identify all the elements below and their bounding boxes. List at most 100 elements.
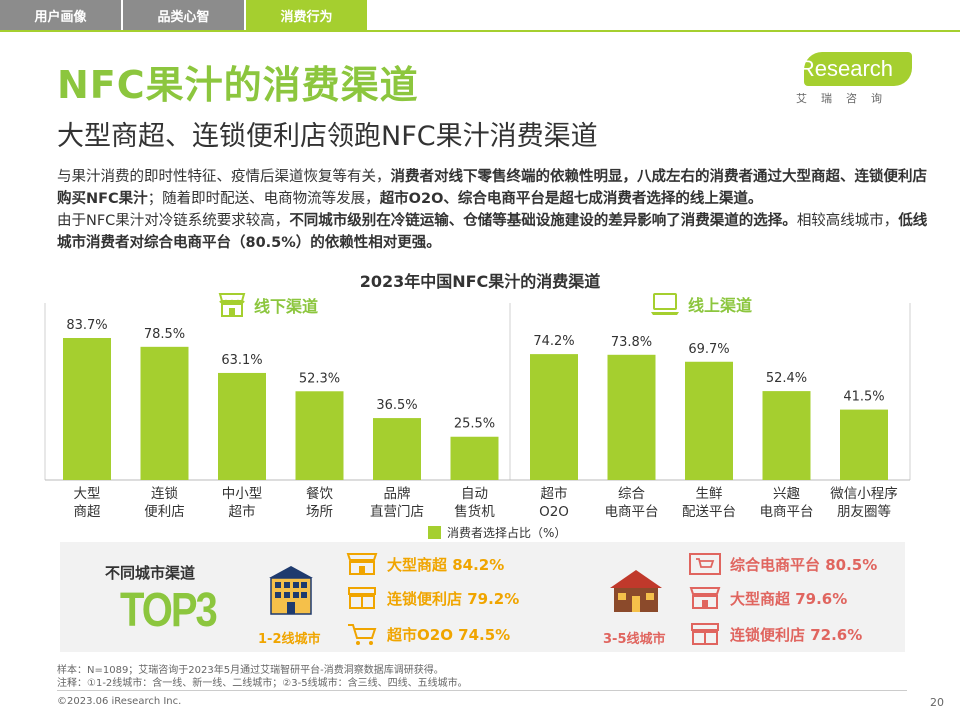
building-icon	[269, 566, 313, 615]
tier1-label: 1-2线城市	[258, 632, 321, 647]
online-label-text: 线上渠道	[688, 296, 753, 315]
tier1-rank-3-text: 超市O2O 74.5%	[387, 625, 511, 644]
bar-10	[840, 409, 888, 480]
value-label-8: 69.7%	[688, 342, 729, 357]
page-number: 20	[930, 696, 944, 709]
legend-label: 消费者选择占比（%）	[447, 526, 567, 540]
tier2-rank-1: 综合电商平台 80.5%	[688, 552, 877, 576]
cart-screen-icon	[689, 553, 721, 575]
house-icon	[610, 570, 662, 612]
legend-swatch	[428, 526, 441, 539]
chart-legend: 消费者选择占比（%）	[428, 524, 566, 541]
nav-tabs: 用户画像 品类心智 消费行为	[0, 0, 369, 30]
footnote-note: 注释：①1-2线城市：含一线、新一线、二线城市；②3-5线城市：含三线、四线、五…	[57, 678, 468, 689]
page-title: NFC果汁的消费渠道	[57, 63, 419, 107]
shop-icon	[691, 623, 719, 645]
footer-divider	[57, 690, 907, 691]
tier1-rank-1: 大型商超 84.2%	[345, 552, 504, 576]
category-label-4-0: 品牌	[384, 485, 411, 502]
tier2-rank-3: 连锁便利店 72.6%	[688, 622, 862, 646]
logo-badge	[804, 52, 912, 86]
value-label-10: 41.5%	[843, 390, 884, 405]
bar-9	[762, 391, 811, 480]
store-icon	[346, 553, 378, 575]
body-p1-d: 超市O2O、综合电商平台是超七成消费者选择的线上渠道。	[379, 191, 763, 207]
bar-7	[607, 354, 656, 480]
category-label-9-1: 电商平台	[760, 504, 814, 520]
footnotes: 样本：N=1089；艾瑞咨询于2023年5月通过艾瑞智研平台-消费洞察数据库调研…	[57, 664, 468, 690]
value-label-4: 36.5%	[376, 398, 417, 413]
category-label-3-0: 餐饮	[306, 486, 333, 502]
laptop-icon	[651, 293, 679, 315]
body-text: 与果汁消费的即时性特征、疫情后渠道恢复等有关，消费者对线下零售终端的依赖性明显，…	[57, 166, 937, 254]
tier1-rank-2-text: 连锁便利店 79.2%	[387, 589, 520, 608]
value-label-0: 83.7%	[66, 318, 107, 333]
tab-category-mind[interactable]: 品类心智	[123, 0, 244, 30]
offline-label-text: 线下渠道	[254, 297, 319, 316]
shop-icon	[348, 587, 376, 609]
body-p2-a: 由于NFC果汁对冷链系统要求较高，	[57, 213, 290, 229]
bar-2	[218, 372, 266, 480]
category-label-5-1: 售货机	[454, 503, 495, 520]
footnote-sample: 样本：N=1089；艾瑞咨询于2023年5月通过艾瑞智研平台-消费洞察数据库调研…	[57, 665, 444, 676]
category-label-6-1: O2O	[539, 504, 569, 520]
offline-channel-label: 线下渠道	[218, 292, 318, 318]
value-label-3: 52.3%	[299, 371, 340, 386]
body-p1-a: 与果汁消费的即时性特征、疫情后渠道恢复等有关，	[57, 169, 391, 185]
value-label-2: 63.1%	[221, 353, 262, 368]
copyright: ©2023.06 iResearch Inc.	[57, 696, 182, 707]
tier1-rank-3: 超市O2O 74.5%	[345, 622, 510, 646]
category-label-8-0: 生鲜	[696, 486, 723, 502]
cart-icon	[348, 624, 377, 645]
category-label-8-1: 配送平台	[682, 504, 736, 520]
tab-user-profile[interactable]: 用户画像	[0, 0, 121, 30]
category-label-6-0: 超市	[541, 485, 568, 502]
tab-underline	[0, 30, 960, 32]
bar-0	[63, 338, 111, 480]
tier2-rank-2-text: 大型商超 79.6%	[730, 589, 848, 608]
city-channel-panel: 不同城市渠道 TOP3 1-2线城市 大型商超 84.2% 连锁便利店 79.2…	[60, 542, 905, 652]
logo-text: iResearch	[794, 56, 894, 81]
bar-6	[530, 354, 578, 480]
value-label-1: 78.5%	[144, 327, 185, 342]
category-label-0-1: 商超	[74, 504, 101, 520]
body-p2-d: 低线城市消费者对综合电商平台（80.5%）的依赖性相对更强。	[57, 213, 928, 251]
tier2-rank-3-text: 连锁便利店 72.6%	[730, 625, 863, 644]
body-p2-b: 不同城市级别在冷链运输、仓储等基础设施建设的差异影响了消费渠道的选择。	[289, 213, 797, 229]
bar-8	[685, 361, 733, 480]
category-label-7-1: 电商平台	[605, 504, 659, 520]
value-label-6: 74.2%	[533, 334, 574, 349]
body-p1-c: ；随着即时配送、电商物流等发展，	[147, 191, 380, 207]
store-icon	[218, 293, 246, 317]
bar-5	[450, 436, 499, 480]
logo-cn: 艾瑞咨询	[796, 92, 896, 105]
category-label-10-0: 微信小程序	[830, 486, 898, 502]
tier2-rank-2: 大型商超 79.6%	[688, 586, 847, 610]
bar-1	[140, 346, 189, 480]
tab-consumer-behavior[interactable]: 消费行为	[246, 0, 367, 30]
online-channel-label: 线上渠道	[650, 292, 752, 316]
page-subtitle: 大型商超、连锁便利店领跑NFC果汁消费渠道	[57, 121, 598, 152]
bar-4	[373, 418, 421, 480]
value-label-9: 52.4%	[766, 371, 807, 386]
body-p1-b: 消费者对线下零售终端的依赖性明显，八成左右的消费者通过大型商超、连锁便利店购买N…	[57, 169, 927, 207]
category-label-7-0: 综合	[618, 486, 646, 502]
category-label-4-1: 直营门店	[370, 504, 424, 520]
category-label-3-1: 场所	[306, 504, 333, 520]
value-label-7: 73.8%	[611, 335, 652, 350]
category-label-0-0: 大型	[74, 486, 101, 502]
bar-chart: 83.7%大型商超78.5%连锁便利店63.1%中小型超市52.3%餐饮场所36…	[44, 303, 911, 520]
iresearch-logo: iResearch 艾瑞咨询	[792, 52, 912, 106]
category-label-10-1: 朋友圈等	[837, 503, 891, 520]
store-icon	[689, 587, 721, 609]
top3-badge: TOP3	[120, 584, 218, 637]
tier1-rank-1-text: 大型商超 84.2%	[387, 555, 505, 574]
value-label-5: 25.5%	[454, 417, 495, 432]
category-label-2-1: 超市	[229, 503, 256, 520]
tier2-label: 3-5线城市	[603, 632, 666, 647]
city-panel-title: 不同城市渠道	[105, 564, 196, 582]
category-label-9-0: 兴趣	[773, 486, 801, 502]
category-label-1-0: 连锁	[151, 486, 178, 502]
tier2-rank-1-text: 综合电商平台 80.5%	[730, 555, 878, 574]
body-p2-c: 相较高线城市，	[796, 213, 899, 229]
